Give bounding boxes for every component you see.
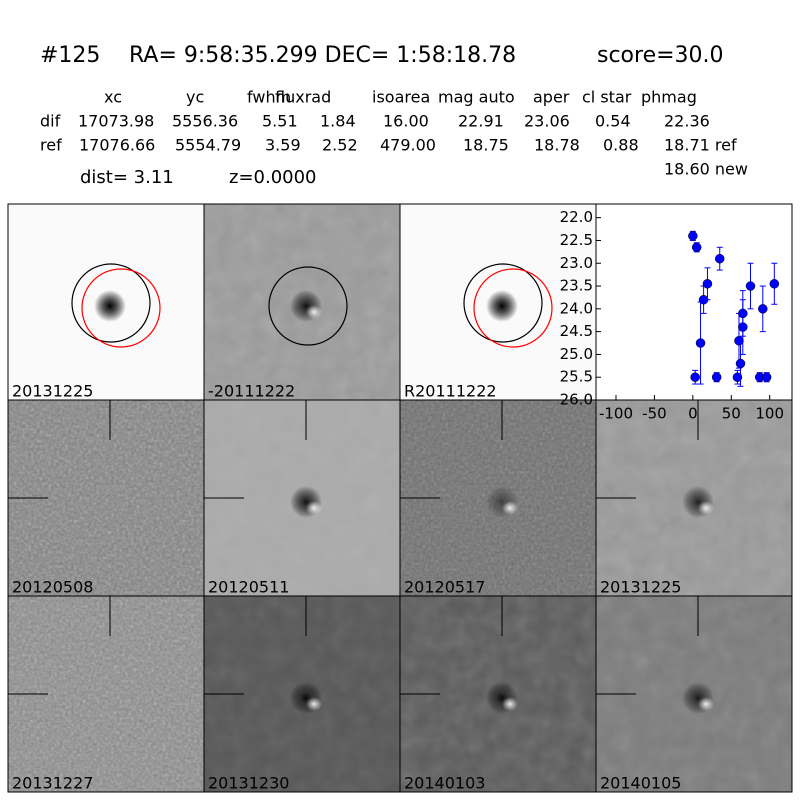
data-point (688, 231, 698, 241)
redshift: z=0.0000 (229, 167, 317, 188)
data-point (714, 253, 725, 264)
table-cell: 17073.98 (78, 112, 154, 131)
data-point (690, 372, 700, 382)
y-tick-label: 25.0 (560, 345, 593, 363)
table-cell: 5556.36 (172, 112, 238, 131)
stamp-label: 20140103 (404, 774, 485, 793)
data-point (761, 372, 772, 382)
score: score=30.0 (597, 43, 724, 68)
table-cell: 22.36 (664, 112, 710, 131)
stamp-label: R20111222 (404, 382, 497, 401)
x-tick-label: -100 (599, 405, 633, 423)
y-tick-label: 23.5 (560, 277, 593, 295)
candidate-id: #125 (40, 43, 100, 68)
x-tick-label: 50 (722, 405, 741, 423)
data-point (691, 242, 702, 253)
column-header: phmag (641, 88, 697, 107)
table-cell: 1.84 (320, 112, 356, 131)
table-cell: ref (40, 136, 62, 155)
aperture-ref (463, 263, 543, 343)
data-point (745, 281, 756, 291)
aperture-ref (268, 266, 348, 346)
data-point (735, 358, 746, 369)
y-tick-label: 22.0 (560, 208, 593, 226)
table-cell: 2.52 (322, 136, 358, 155)
coordinates: RA= 9:58:35.299 DEC= 1:58:18.78 (129, 43, 516, 68)
data-point (732, 372, 743, 382)
source-residual (306, 697, 322, 711)
source-blob (94, 290, 126, 322)
y-tick-label: 26.0 (560, 391, 593, 409)
x-tick-label: 100 (755, 405, 784, 423)
column-header: yc (186, 88, 204, 107)
data-point (711, 372, 722, 382)
x-tick-label: 0 (688, 405, 698, 423)
column-header: cl star (582, 88, 632, 107)
column-header: fwhm (247, 88, 291, 107)
table-cell: 5554.79 (175, 136, 241, 155)
table-cell: 18.78 (534, 136, 580, 155)
data-point (769, 279, 780, 289)
aperture-new (473, 268, 553, 348)
column-header: isoarea (372, 88, 430, 107)
table-cell: 17076.66 (79, 136, 155, 155)
source-residual (698, 697, 714, 711)
stamp-label: 20131225 (600, 578, 681, 597)
source-residual (306, 501, 322, 515)
stamp-label: 20131227 (12, 774, 93, 793)
table-cell: 0.88 (603, 136, 639, 155)
table-cell: 23.06 (524, 112, 570, 131)
source-residual (306, 305, 322, 319)
source-residual (502, 501, 518, 515)
table-cell: 3.59 (265, 136, 301, 155)
aperture-new (81, 268, 161, 348)
data-point (758, 304, 768, 314)
stamp-label: 20131230 (208, 774, 289, 793)
table-cell: 0.54 (595, 112, 631, 131)
data-point (702, 279, 713, 289)
y-tick-label: 22.5 (560, 231, 593, 249)
table-cell: 18.75 (463, 136, 509, 155)
source-blob (486, 290, 518, 322)
stamp-label: -20111222 (208, 382, 295, 401)
y-tick-label: 25.5 (560, 368, 593, 386)
table-cell: 18.71 ref (664, 136, 737, 155)
dist: dist= 3.11 (80, 167, 174, 188)
column-header: mag auto (438, 88, 515, 107)
source-residual (698, 501, 714, 515)
y-tick-label: 24.0 (560, 299, 593, 317)
data-point (695, 338, 706, 348)
table-cell: 479.00 (380, 136, 436, 155)
table-cell: 5.51 (262, 112, 298, 131)
aperture-ref (71, 263, 151, 343)
data-point (738, 308, 748, 319)
stamp-label: 20120508 (12, 578, 93, 597)
column-header: xc (104, 88, 122, 107)
stamp-frame (595, 595, 793, 793)
table-cell: 16.00 (383, 112, 429, 131)
stamp-label: 20120517 (404, 578, 485, 597)
stamp-label: 20120511 (208, 578, 289, 597)
y-tick-label: 23.0 (560, 254, 593, 272)
column-header: aper (533, 88, 570, 107)
x-tick-label: -50 (642, 405, 667, 423)
table-cell: 22.91 (458, 112, 504, 131)
stamp-label: 20131225 (12, 382, 93, 401)
table-cell: dif (40, 112, 61, 131)
column-header: fluxrad (275, 88, 331, 107)
phmag-new: 18.60 new (664, 160, 748, 179)
stamp-label: 20140105 (600, 774, 681, 793)
y-tick-label: 24.5 (560, 322, 593, 340)
source-residual (502, 697, 518, 711)
